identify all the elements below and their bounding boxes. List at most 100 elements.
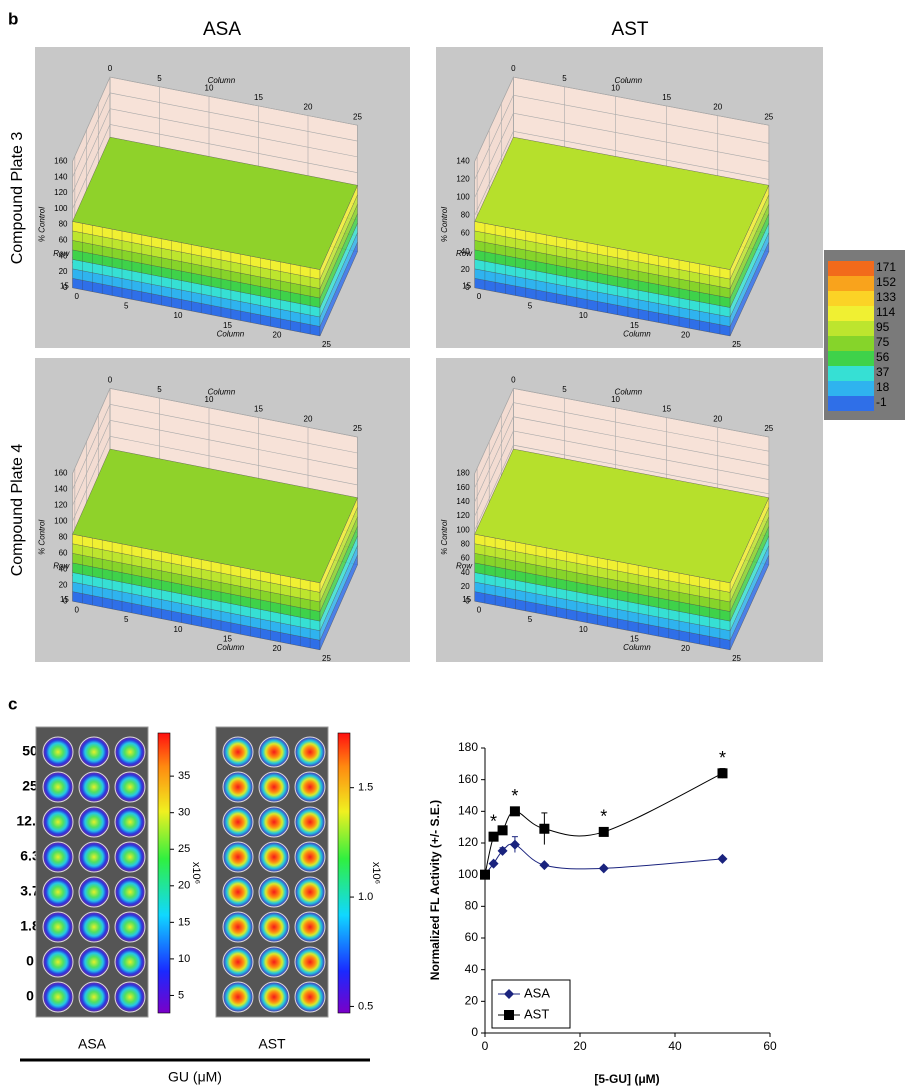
colorbar-tick-label: 1.5 <box>358 782 373 794</box>
column-tick-label: 0 <box>477 605 482 614</box>
axis-label: Row <box>53 249 70 258</box>
marker <box>599 827 609 837</box>
z-tick-label: 60 <box>461 229 470 238</box>
well <box>79 947 109 977</box>
plate-name: ASA <box>78 1036 107 1052</box>
marker <box>480 870 490 880</box>
row-tick-label: 15 <box>60 595 69 604</box>
legend-label: 18 <box>876 380 890 394</box>
x-axis-title: [5-GU] (μM) <box>594 1072 659 1086</box>
colorbar <box>338 733 350 1013</box>
y-axis-title: Normalized FL Activity (+/- S.E.) <box>428 800 442 980</box>
x-tick-label: 0 <box>482 1039 489 1053</box>
well <box>115 877 145 907</box>
well <box>43 982 73 1012</box>
column-tick-label: 15 <box>254 405 263 414</box>
column-tick-label: 10 <box>579 311 588 320</box>
well <box>259 912 289 942</box>
well <box>223 947 253 977</box>
well <box>223 842 253 872</box>
well <box>115 737 145 767</box>
well <box>259 772 289 802</box>
z-tick-label: 120 <box>54 188 68 197</box>
well <box>259 842 289 872</box>
well <box>115 807 145 837</box>
column-tick-label: 5 <box>562 385 567 394</box>
significance: * <box>719 748 726 768</box>
row-title: Compound Plate 3 <box>9 132 26 265</box>
well <box>115 842 145 872</box>
legend-label: -1 <box>876 395 887 409</box>
z-tick-label: 160 <box>456 483 470 492</box>
z-tick-label: 20 <box>461 582 470 591</box>
column-tick-label: 20 <box>304 103 313 112</box>
z-tick-label: 140 <box>456 156 470 165</box>
axis-label: Column <box>208 387 236 396</box>
colorbar-tick-label: 35 <box>178 770 190 782</box>
well <box>79 737 109 767</box>
axis-label: Column <box>615 387 643 396</box>
axis-label: % Control <box>38 520 47 555</box>
marker <box>510 806 520 816</box>
x-tick-label: 20 <box>573 1039 587 1053</box>
well <box>43 877 73 907</box>
marker <box>539 824 549 834</box>
column-tick-label: 20 <box>273 644 282 653</box>
column-tick-label: 0 <box>75 292 80 301</box>
z-tick-label: 120 <box>456 175 470 184</box>
marker <box>599 863 609 873</box>
figure: b ASA AST Compound Plate 3 Compound Plat… <box>0 0 905 1090</box>
legend-swatch <box>828 396 874 411</box>
well <box>115 772 145 802</box>
colorbar-tick-label: 30 <box>178 807 190 819</box>
y-tick-label: 180 <box>458 740 478 754</box>
y-tick-label: 40 <box>465 962 479 976</box>
column-tick-label: 20 <box>304 414 313 423</box>
y-tick-label: 20 <box>465 994 479 1008</box>
legend-swatch <box>828 261 874 276</box>
axis-label: % Control <box>440 520 449 555</box>
well <box>295 982 325 1012</box>
axis-label: Column <box>623 329 651 338</box>
column-tick-label: 0 <box>477 292 482 301</box>
dose-label: 0 <box>26 988 34 1004</box>
y-tick-label: 140 <box>458 804 478 818</box>
z-tick-label: 100 <box>54 204 68 213</box>
legend-swatch <box>828 351 874 366</box>
marker <box>510 840 520 850</box>
column-tick-label: 25 <box>353 112 362 121</box>
well <box>223 772 253 802</box>
column-tick-label: 5 <box>124 302 129 311</box>
axis-label: Row <box>456 562 473 571</box>
column-tick-label: 0 <box>108 376 113 385</box>
column-tick-label: 5 <box>124 615 129 624</box>
z-tick-label: 20 <box>461 265 470 274</box>
y-tick-label: 120 <box>458 835 478 849</box>
z-tick-label: 120 <box>456 511 470 520</box>
z-tick-label: 180 <box>456 469 470 478</box>
y-tick-label: 100 <box>458 867 478 881</box>
z-tick-label: 80 <box>59 532 68 541</box>
colorbar-tick-label: 25 <box>178 843 190 855</box>
well <box>223 737 253 767</box>
row-tick-label: 15 <box>60 282 69 291</box>
column-tick-label: 0 <box>108 64 113 73</box>
legend-swatch <box>828 366 874 381</box>
column-tick-label: 5 <box>528 615 533 624</box>
legend-swatch <box>828 336 874 351</box>
z-tick-label: 60 <box>59 548 68 557</box>
axis-label: Column <box>217 643 245 652</box>
z-tick-label: 140 <box>456 497 470 506</box>
well <box>295 842 325 872</box>
x-tick-label: 60 <box>763 1039 777 1053</box>
column-tick-label: 20 <box>681 644 690 653</box>
column-tick-label: 25 <box>353 424 362 433</box>
column-tick-label: 10 <box>174 311 183 320</box>
legend-swatch <box>828 276 874 291</box>
z-tick-label: 160 <box>54 469 68 478</box>
panel-label: c <box>8 694 17 713</box>
dose-label: 0 <box>26 953 34 969</box>
column-tick-label: 25 <box>764 424 773 433</box>
well <box>43 772 73 802</box>
column-tick-label: 20 <box>713 414 722 423</box>
